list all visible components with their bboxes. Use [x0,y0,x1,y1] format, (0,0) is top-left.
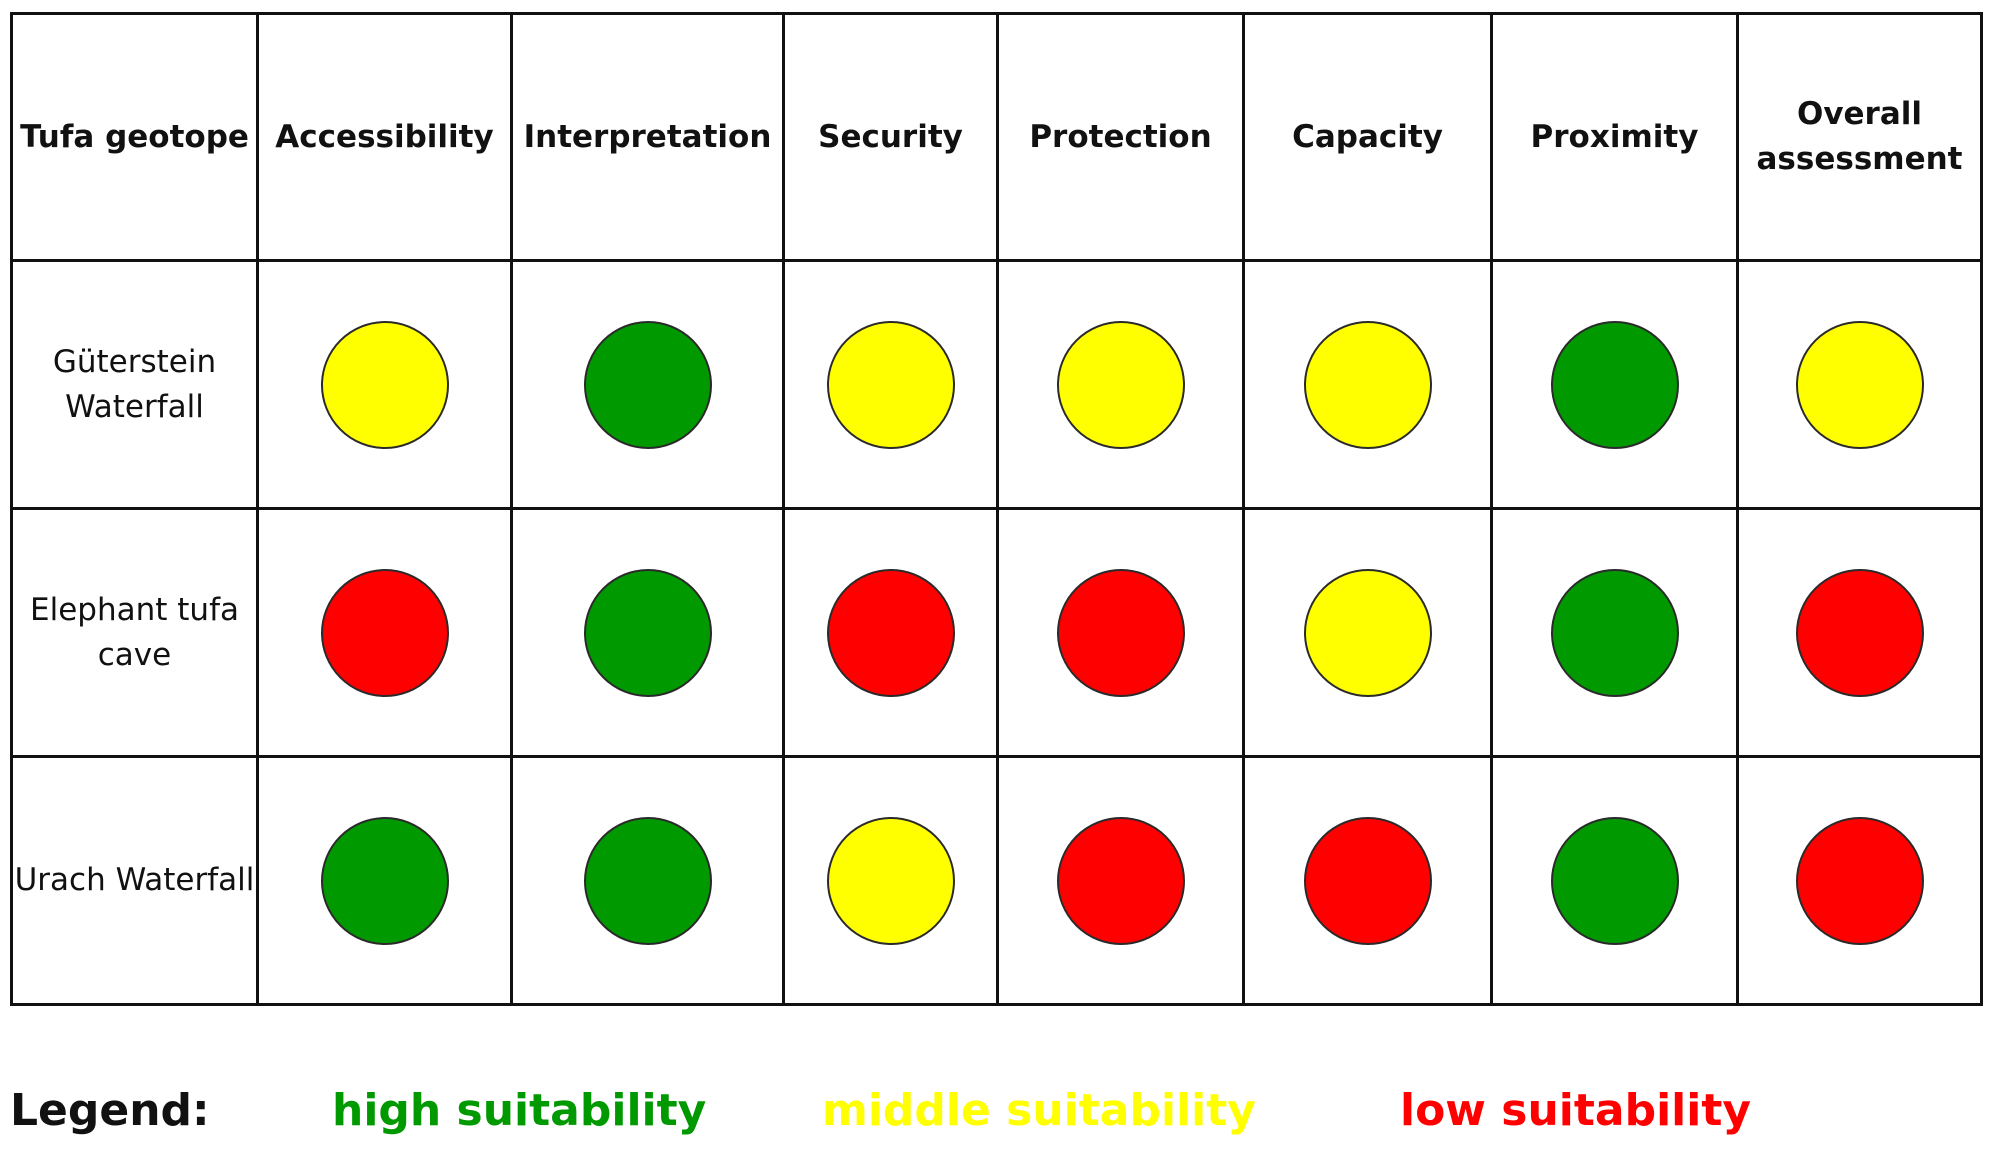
rating-dot [1795,320,1924,449]
rating-dot [583,568,712,697]
rating-dot [826,816,955,945]
header-row: Tufa geotope Accessibility Interpretatio… [10,12,1983,262]
rating-cell [782,507,999,758]
rating-dot [1303,568,1432,697]
rating-cell [1490,755,1739,1006]
rating-cell [1736,755,1983,1006]
rating-dot [320,568,449,697]
rating-cell [1242,259,1493,510]
rating-dot [1795,816,1924,945]
rating-cell [256,755,513,1006]
rating-dot [583,320,712,449]
header-proximity: Proximity [1490,12,1739,262]
rating-dot [320,816,449,945]
rating-dot [1303,816,1432,945]
rating-dot [1056,816,1185,945]
rating-dot [1550,816,1679,945]
rating-cell [1736,507,1983,758]
rating-cell [1736,259,1983,510]
rating-cell [1242,755,1493,1006]
header-overall-assessment: Overall assessment [1736,12,1983,262]
rating-cell [996,507,1245,758]
rating-dot [1795,568,1924,697]
rating-cell [510,259,785,510]
rating-cell [510,507,785,758]
table-row: Güterstein Waterfall [10,259,1983,510]
legend-high-suitability: high suitability [332,1085,707,1136]
rating-cell [782,755,999,1006]
header-accessibility: Accessibility [256,12,513,262]
row-label-guterstein-waterfall: Güterstein Waterfall [10,259,259,510]
rating-dot [1303,320,1432,449]
legend-low-suitability: low suitability [1400,1085,1752,1136]
rating-dot [1550,568,1679,697]
rating-cell [1490,507,1739,758]
header-tufa-geotope: Tufa geotope [10,12,259,262]
legend-title: Legend: [10,1085,210,1136]
header-security: Security [782,12,999,262]
row-label-elephant-tufa-cave: Elephant tufa cave [10,507,259,758]
rating-dot [1550,320,1679,449]
table-row: Elephant tufa cave [10,507,1983,758]
rating-cell [510,755,785,1006]
assessment-table: Tufa geotope Accessibility Interpretatio… [10,12,1983,1006]
rating-cell [1242,507,1493,758]
header-interpretation: Interpretation [510,12,785,262]
rating-dot [1056,320,1185,449]
rating-cell [996,755,1245,1006]
legend: Legend: high suitability middle suitabil… [10,1085,1980,1145]
rating-cell [256,259,513,510]
rating-dot [826,320,955,449]
rating-dot [320,320,449,449]
rating-cell [782,259,999,510]
table-row: Urach Waterfall [10,755,1983,1006]
legend-middle-suitability: middle suitability [822,1085,1256,1136]
rating-dot [583,816,712,945]
rating-cell [1490,259,1739,510]
rating-dot [826,568,955,697]
rating-cell [256,507,513,758]
rating-dot [1056,568,1185,697]
header-capacity: Capacity [1242,12,1493,262]
row-label-urach-waterfall: Urach Waterfall [10,755,259,1006]
rating-cell [996,259,1245,510]
header-protection: Protection [996,12,1245,262]
